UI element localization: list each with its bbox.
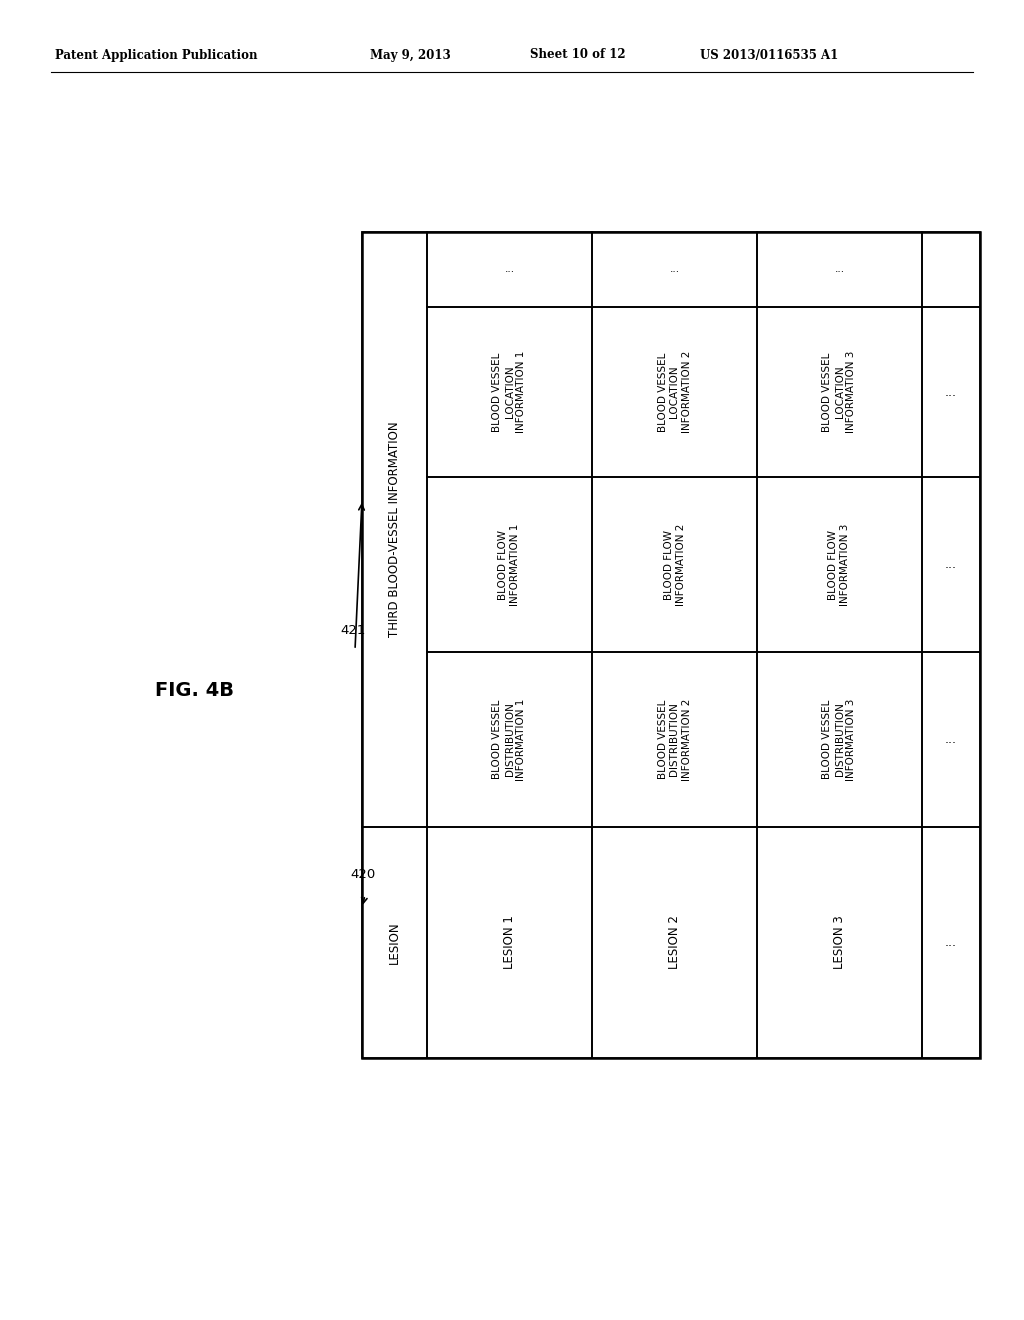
Text: LESION 1: LESION 1 xyxy=(503,916,516,969)
Text: 421: 421 xyxy=(340,623,366,636)
Text: ...: ... xyxy=(945,558,957,572)
Bar xyxy=(922,308,980,477)
Text: May 9, 2013: May 9, 2013 xyxy=(370,49,451,62)
Text: ...: ... xyxy=(835,264,845,275)
Text: ...: ... xyxy=(945,733,957,746)
Bar xyxy=(592,652,757,828)
Text: 420: 420 xyxy=(350,869,375,882)
Bar xyxy=(362,828,427,1059)
Text: ...: ... xyxy=(670,264,680,275)
Bar xyxy=(362,232,427,828)
Bar xyxy=(592,828,757,1059)
Text: ...: ... xyxy=(505,264,515,275)
Bar xyxy=(757,477,922,652)
Bar xyxy=(757,652,922,828)
Text: BLOOD VESSEL
LOCATION
INFORMATION 2: BLOOD VESSEL LOCATION INFORMATION 2 xyxy=(657,351,691,433)
Bar xyxy=(592,232,757,308)
Text: BLOOD VESSEL
DISTRIBUTION
INFORMATION 3: BLOOD VESSEL DISTRIBUTION INFORMATION 3 xyxy=(822,698,856,780)
Bar xyxy=(592,308,757,477)
Text: LESION: LESION xyxy=(388,921,401,964)
Bar xyxy=(922,652,980,828)
Text: ...: ... xyxy=(945,936,957,949)
Bar xyxy=(922,477,980,652)
Bar xyxy=(757,232,922,308)
Text: BLOOD FLOW
INFORMATION 1: BLOOD FLOW INFORMATION 1 xyxy=(499,523,520,606)
Text: THIRD BLOOD-VESSEL INFORMATION: THIRD BLOOD-VESSEL INFORMATION xyxy=(388,421,401,638)
Bar xyxy=(427,652,592,828)
Bar xyxy=(757,828,922,1059)
Text: BLOOD FLOW
INFORMATION 2: BLOOD FLOW INFORMATION 2 xyxy=(664,523,685,606)
Bar xyxy=(922,828,980,1059)
Text: US 2013/0116535 A1: US 2013/0116535 A1 xyxy=(700,49,839,62)
Text: BLOOD VESSEL
LOCATION
INFORMATION 3: BLOOD VESSEL LOCATION INFORMATION 3 xyxy=(822,351,856,433)
Bar xyxy=(362,232,980,1059)
Bar xyxy=(757,308,922,477)
Text: ...: ... xyxy=(945,385,957,399)
Text: LESION 3: LESION 3 xyxy=(833,916,846,969)
Bar xyxy=(592,477,757,652)
Text: Sheet 10 of 12: Sheet 10 of 12 xyxy=(530,49,626,62)
Bar xyxy=(427,828,592,1059)
Text: LESION 2: LESION 2 xyxy=(668,916,681,969)
Bar xyxy=(427,477,592,652)
Text: Patent Application Publication: Patent Application Publication xyxy=(55,49,257,62)
Text: BLOOD VESSEL
DISTRIBUTION
INFORMATION 2: BLOOD VESSEL DISTRIBUTION INFORMATION 2 xyxy=(657,698,691,780)
Text: BLOOD FLOW
INFORMATION 3: BLOOD FLOW INFORMATION 3 xyxy=(828,523,851,606)
Bar xyxy=(922,232,980,308)
Bar xyxy=(427,232,592,308)
Text: FIG. 4B: FIG. 4B xyxy=(155,681,234,700)
Text: BLOOD VESSEL
DISTRIBUTION
INFORMATION 1: BLOOD VESSEL DISTRIBUTION INFORMATION 1 xyxy=(493,698,526,780)
Text: BLOOD VESSEL
LOCATION
INFORMATION 1: BLOOD VESSEL LOCATION INFORMATION 1 xyxy=(493,351,526,433)
Bar xyxy=(427,308,592,477)
